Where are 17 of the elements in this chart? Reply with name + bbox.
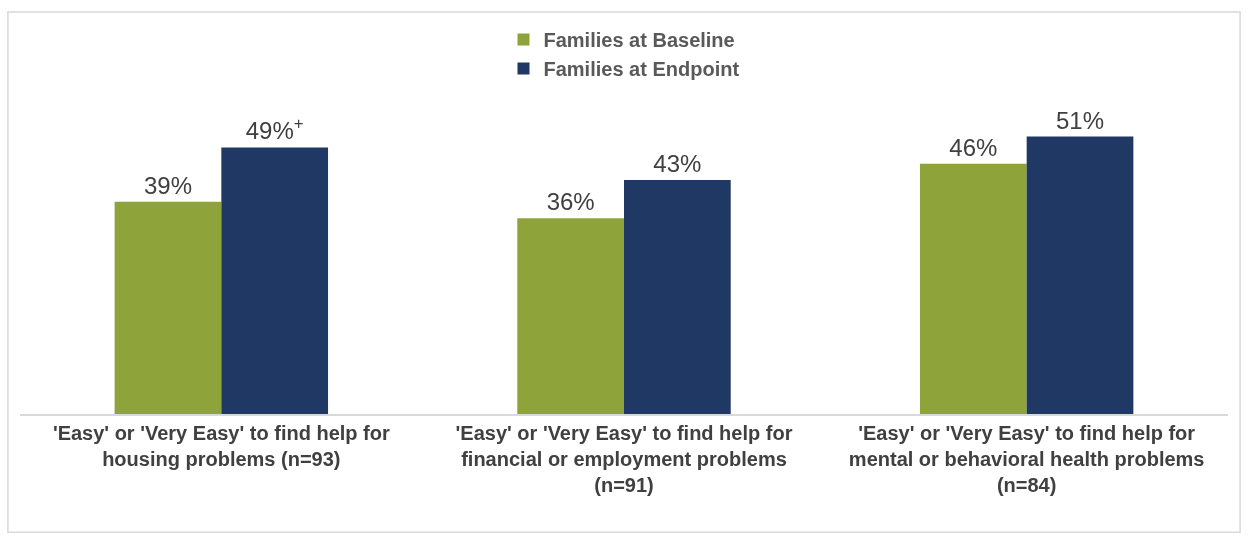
data-label: 49%$^{+}$ <box>245 114 304 145</box>
x-tick-label: 'Easy' or 'Very Easy' to find help for financial or employment problems (n=91) <box>455 421 793 496</box>
bar <box>1026 136 1134 414</box>
bar <box>624 180 731 414</box>
bar <box>114 201 222 414</box>
x-tick-label: 'Easy' or 'Very Easy' to find help for mental or behavioral health problems (n=84) <box>848 421 1205 496</box>
data-label: 43% <box>653 150 702 178</box>
legend-label: Families at Endpoint <box>543 58 740 81</box>
data-label: 51% <box>1056 106 1105 134</box>
x-tick-label: 'Easy' or 'Very Easy' to find help for housing problems (n=93) <box>52 421 390 470</box>
data-label: 36% <box>546 188 595 216</box>
legend-label: Families at Baseline <box>543 29 735 52</box>
data-label: 39% <box>143 171 192 199</box>
bar <box>221 147 329 414</box>
bar <box>919 163 1027 414</box>
data-label: 46% <box>949 133 998 161</box>
bar <box>517 218 624 414</box>
